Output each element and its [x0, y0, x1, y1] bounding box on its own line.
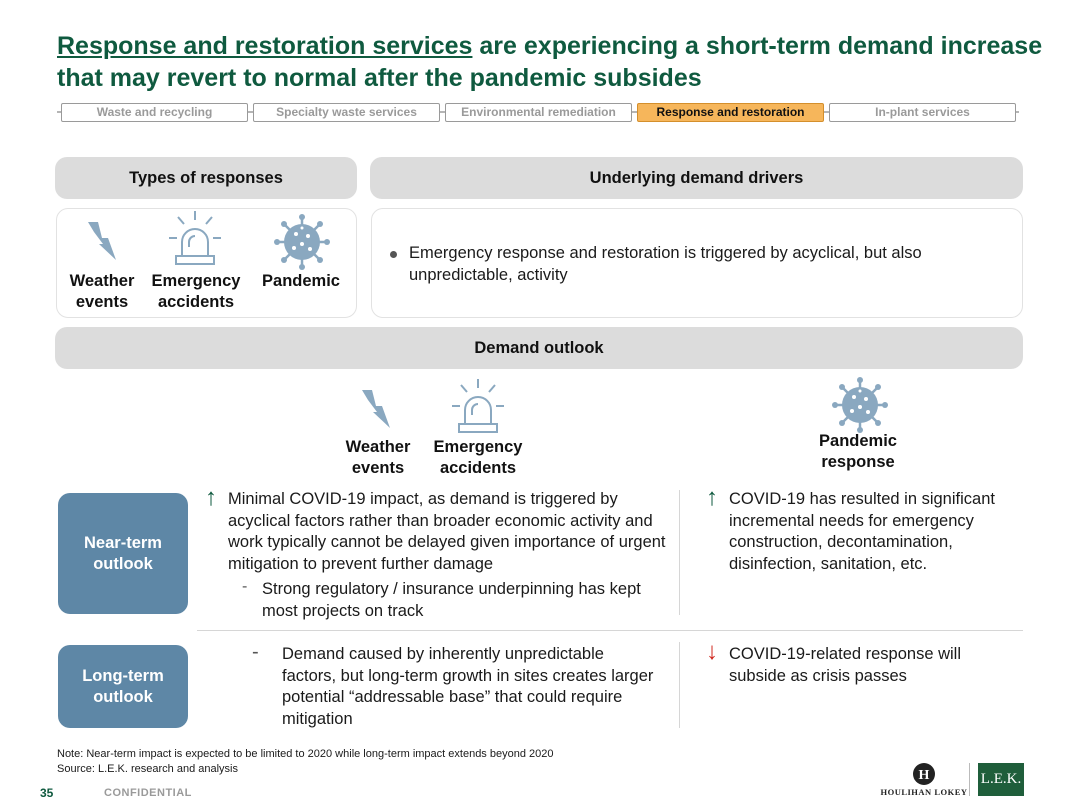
page-number: 35 [40, 786, 54, 800]
source-note: Source: L.E.K. research and analysis [57, 763, 238, 775]
siren-icon [169, 211, 221, 265]
footnote: Note: Near-term impact is expected to be… [57, 748, 554, 760]
type-weather-label: Weather events [69, 272, 135, 311]
confidential-label: CONFIDENTIAL [104, 787, 192, 799]
up-arrow-icon: ↑ [205, 484, 217, 511]
drivers-bullet: Emergency response and restoration is tr… [390, 243, 990, 286]
lightning-icon [362, 390, 390, 428]
lek-logo: L.E.K. [978, 763, 1024, 796]
lightning-icon [88, 222, 116, 260]
tab-environmental-remediation[interactable]: Environmental remediation [445, 103, 632, 122]
column-divider [679, 642, 680, 728]
houlihan-lokey-logo: H HOULIHAN LOKEY [880, 762, 968, 798]
up-arrow-icon: ↑ [706, 484, 718, 511]
tab-waste-recycling[interactable]: Waste and recycling [61, 103, 248, 122]
types-header: Types of responses [55, 157, 357, 199]
segment-tabs: Waste and recycling Specialty waste serv… [57, 102, 1019, 122]
drivers-box [371, 208, 1023, 318]
down-arrow-icon: ↓ [706, 638, 718, 665]
outlook-emergency-label: Emergency accidents [433, 438, 523, 477]
long-term-right-text: COVID-19-related response will subside a… [729, 645, 962, 685]
outlook-weather-label: Weather events [345, 438, 411, 477]
virus-icon [832, 377, 888, 433]
page-title: Response and restoration services are ex… [57, 30, 1047, 94]
houlihan-mark-icon: H [913, 763, 935, 785]
near-term-left-text: Minimal COVID-19 impact, as demand is tr… [228, 490, 666, 573]
tab-specialty-waste[interactable]: Specialty waste services [253, 103, 440, 122]
title-highlight: Response and restoration services [57, 32, 473, 60]
bullet-dot [390, 251, 397, 258]
drivers-bullet-text: Emergency response and restoration is tr… [409, 244, 922, 284]
near-term-left-sub: Strong regulatory / insurance underpinni… [262, 580, 641, 620]
near-term-label: Near-term outlook [58, 493, 188, 614]
tab-in-plant[interactable]: In-plant services [829, 103, 1016, 122]
column-divider [679, 490, 680, 615]
outlook-pandemic-label: Pandemic response [819, 432, 897, 471]
houlihan-mark-letter: H [919, 768, 930, 783]
drivers-header: Underlying demand drivers [370, 157, 1023, 199]
type-pandemic-label: Pandemic [262, 272, 340, 290]
type-emergency-label: Emergency accidents [151, 272, 241, 311]
virus-icon [274, 214, 330, 270]
long-term-left-text: Demand caused by inherently unpredictabl… [282, 645, 654, 728]
long-term-label: Long-term outlook [58, 645, 188, 728]
title-rest: are experiencing a short-term demand inc… [57, 32, 1043, 92]
outlook-header: Demand outlook [55, 327, 1023, 369]
dash-bullet: - [242, 578, 248, 595]
dash-bullet: - [252, 641, 259, 663]
houlihan-lokey-text: HOULIHAN LOKEY [880, 787, 968, 797]
row-divider [197, 630, 1023, 631]
logo-divider [969, 763, 970, 796]
near-term-right-text: COVID-19 has resulted in significant inc… [729, 490, 995, 573]
tab-response-restoration[interactable]: Response and restoration [637, 103, 824, 122]
siren-icon [452, 379, 504, 433]
